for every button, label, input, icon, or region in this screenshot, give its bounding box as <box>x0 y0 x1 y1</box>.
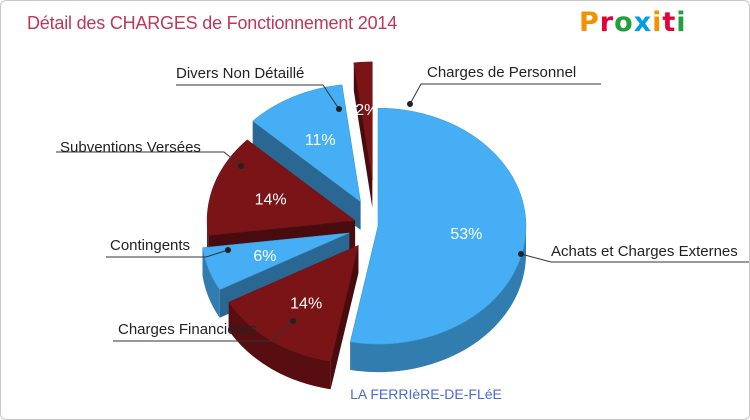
pie-slice[interactable] <box>202 232 350 291</box>
slice-category-label: Charges de Personnel <box>427 64 576 81</box>
callout-dot <box>407 101 413 107</box>
proxiti-logo[interactable]: Proxiti <box>579 7 687 38</box>
slice-category-label: Achats et Charges Externes <box>551 243 738 260</box>
pie-slice-side <box>353 62 373 208</box>
pie-slice-wall <box>350 226 526 373</box>
pie-slice-side <box>252 121 361 230</box>
callout-line <box>520 253 749 263</box>
pie-slice-side <box>330 245 359 390</box>
callout-dot <box>336 106 342 112</box>
pie-slice[interactable] <box>349 107 527 345</box>
logo-letter: o <box>614 7 634 38</box>
slice-category-label: Subventions Versées <box>60 139 201 156</box>
slice-percent-label: 11% <box>305 132 336 149</box>
slice-percent-label: 53% <box>450 226 482 243</box>
chart-title: Détail des CHARGES de Fonctionnement 201… <box>27 13 398 33</box>
commune-name: LA FERRIèRE-DE-FLéE <box>350 386 502 402</box>
callout-line <box>113 320 294 342</box>
callout-dot <box>225 247 231 253</box>
slice-percent-label: 2% <box>355 102 378 119</box>
pie-slice[interactable] <box>206 139 356 236</box>
callout-line <box>56 151 242 167</box>
callout-dot <box>518 251 524 257</box>
logo-letter: r <box>599 7 615 38</box>
pie-slice[interactable] <box>252 84 361 203</box>
logo-letter: x <box>633 7 653 38</box>
logo-letter: t <box>662 7 677 38</box>
callout-dot <box>290 318 296 324</box>
logo-letter: i <box>652 7 663 38</box>
pie-slice-wall <box>228 302 331 390</box>
callout-line <box>409 83 601 105</box>
slice-percent-label: 14% <box>290 296 322 313</box>
logo-letter: P <box>579 7 600 38</box>
slice-percent-label: 6% <box>253 248 276 265</box>
logo-letter: i <box>676 7 687 38</box>
slice-category-label: Divers Non Détaillé <box>176 65 304 82</box>
slice-percent-label: 14% <box>255 192 287 209</box>
callout-line <box>176 84 340 110</box>
slice-category-label: Contingents <box>110 237 190 254</box>
pie-slice[interactable] <box>353 61 373 180</box>
slice-category-label: Charges Financières <box>118 321 256 338</box>
callout-dot <box>238 163 244 169</box>
callout-line <box>106 249 229 258</box>
